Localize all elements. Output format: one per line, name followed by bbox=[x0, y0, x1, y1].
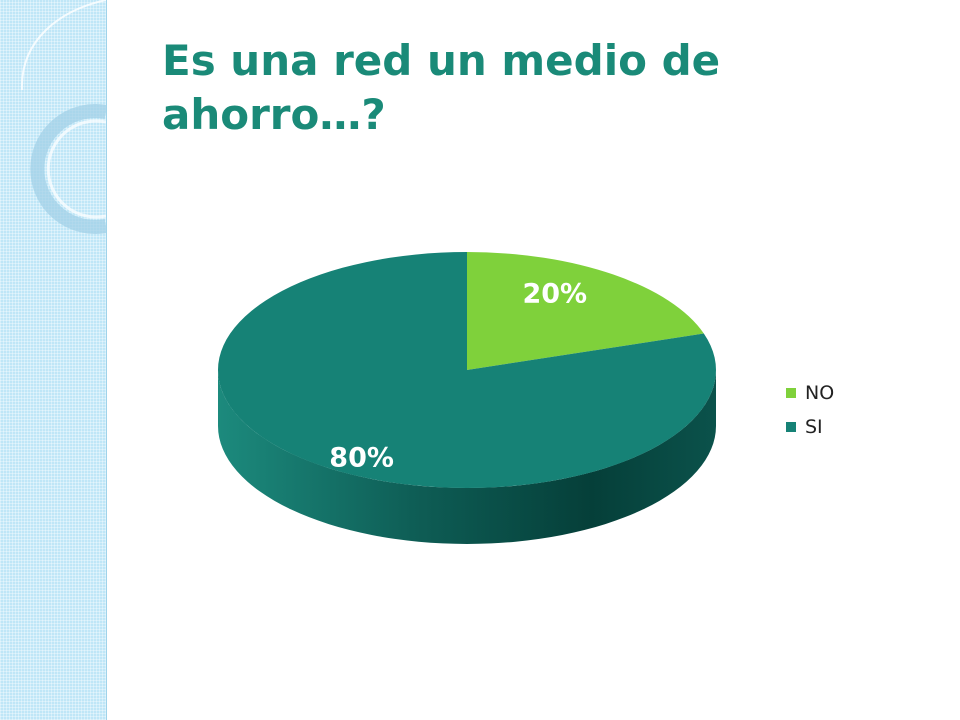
legend-swatch-no bbox=[786, 388, 796, 398]
slide-title-line-2: ahorro…? bbox=[162, 90, 386, 139]
data-label-no: 20% bbox=[522, 279, 587, 310]
pie-slice-no bbox=[467, 252, 704, 370]
legend-item-si: SI bbox=[786, 410, 834, 444]
legend-swatch-si bbox=[786, 422, 796, 432]
data-label-si: 80% bbox=[329, 443, 394, 474]
pie-side-si bbox=[218, 370, 716, 544]
legend-label-no: NO bbox=[805, 382, 835, 404]
legend-label-si: SI bbox=[805, 416, 823, 438]
slide-title-line-1: Es una red un medio de bbox=[162, 36, 721, 85]
chart-legend: NO SI bbox=[786, 376, 834, 444]
decorative-arcs bbox=[20, 0, 106, 234]
slide-title: Es una red un medio de ahorro…? bbox=[162, 34, 922, 142]
legend-item-no: NO bbox=[786, 376, 834, 410]
pie-slice-si bbox=[217, 252, 716, 488]
